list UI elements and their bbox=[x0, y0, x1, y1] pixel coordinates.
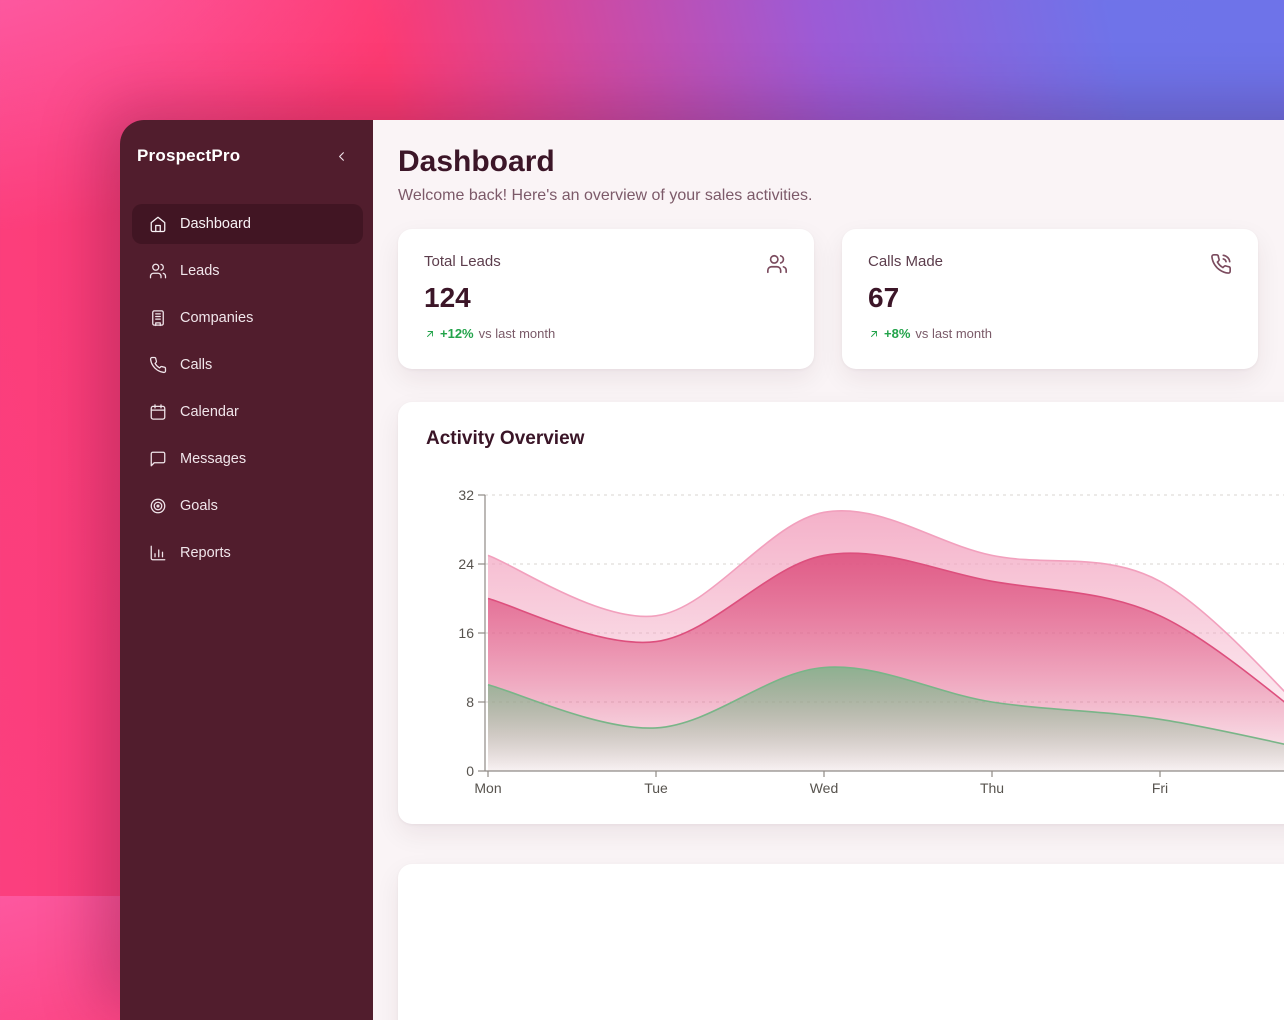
calendar-icon bbox=[149, 403, 167, 421]
sidebar-item-label: Goals bbox=[180, 498, 218, 514]
sidebar: ProspectPro Dashboard Leads Companies Calls… bbox=[120, 120, 373, 1020]
partial-card-below bbox=[398, 864, 1284, 1020]
phone-call-icon bbox=[1210, 253, 1232, 275]
sidebar-item-label: Dashboard bbox=[180, 216, 251, 232]
svg-text:Tue: Tue bbox=[644, 780, 668, 796]
target-icon bbox=[149, 497, 167, 515]
activity-overview-card: Activity Overview 0 8 16 24 32 Mon Tue Wed Thu Fr… bbox=[398, 402, 1284, 824]
sidebar-item-label: Companies bbox=[180, 310, 254, 326]
trend-caption: vs last month bbox=[915, 326, 992, 341]
sidebar-item-reports[interactable]: Reports bbox=[132, 533, 363, 573]
stat-card-calls-made: Calls Made 67 +8% vs last month bbox=[842, 229, 1258, 369]
home-icon bbox=[149, 215, 167, 233]
svg-text:0: 0 bbox=[466, 763, 474, 779]
trend-up-icon bbox=[868, 328, 880, 340]
sidebar-item-label: Calendar bbox=[180, 404, 239, 420]
main-content: Dashboard Welcome back! Here's an overvi… bbox=[373, 120, 1284, 1020]
phone-icon bbox=[149, 356, 167, 374]
sidebar-item-label: Reports bbox=[180, 545, 231, 561]
activity-chart: 08162432MonTueWedThuFriSat bbox=[426, 470, 1284, 800]
sidebar-item-label: Messages bbox=[180, 451, 247, 467]
sidebar-item-companies[interactable]: Companies bbox=[132, 298, 363, 338]
svg-text:16: 16 bbox=[458, 625, 474, 641]
svg-text:Mon: Mon bbox=[474, 780, 501, 796]
app-window: ProspectPro Dashboard Leads Companies Calls… bbox=[120, 120, 1284, 1020]
stat-label: Total Leads bbox=[424, 253, 501, 270]
app-brand: ProspectPro bbox=[137, 146, 241, 165]
sidebar-collapse-button[interactable] bbox=[332, 147, 351, 166]
chevron-left-icon bbox=[334, 149, 349, 164]
sidebar-item-leads[interactable]: Leads bbox=[132, 251, 363, 291]
sidebar-header: ProspectPro bbox=[120, 120, 373, 176]
stat-card-total-leads: Total Leads 124 +12% vs last month bbox=[398, 229, 814, 369]
svg-text:24: 24 bbox=[458, 556, 474, 572]
users-icon bbox=[766, 253, 788, 275]
sidebar-item-calendar[interactable]: Calendar bbox=[132, 392, 363, 432]
stat-label: Calls Made bbox=[868, 253, 944, 270]
trend-percent: +8% bbox=[884, 326, 911, 341]
page-subtitle: Welcome back! Here's an overview of your… bbox=[398, 187, 813, 204]
activity-overview-title: Activity Overview bbox=[426, 428, 585, 449]
sidebar-item-label: Calls bbox=[180, 357, 213, 373]
sidebar-nav: Dashboard Leads Companies Calls Calendar Mess… bbox=[120, 176, 373, 573]
svg-text:Fri: Fri bbox=[1152, 780, 1168, 796]
sidebar-item-calls[interactable]: Calls bbox=[132, 345, 363, 385]
sidebar-item-label: Leads bbox=[180, 263, 220, 279]
sidebar-item-goals[interactable]: Goals bbox=[132, 486, 363, 526]
svg-text:32: 32 bbox=[458, 487, 474, 503]
bar-chart-icon bbox=[149, 544, 167, 562]
stat-value: 124 bbox=[424, 282, 471, 313]
trend-caption: vs last month bbox=[478, 326, 556, 341]
stat-value: 67 bbox=[868, 282, 900, 313]
sidebar-item-messages[interactable]: Messages bbox=[132, 439, 363, 479]
svg-text:Thu: Thu bbox=[980, 780, 1004, 796]
users-icon bbox=[149, 262, 167, 280]
page-title: Dashboard bbox=[398, 145, 555, 178]
trend-percent: +12% bbox=[440, 326, 474, 341]
sidebar-item-dashboard[interactable]: Dashboard bbox=[132, 204, 363, 244]
stats-row: Total Leads 124 +12% vs last month Calls… bbox=[398, 229, 1284, 369]
trend-up-icon bbox=[424, 328, 436, 340]
building-icon bbox=[149, 309, 167, 327]
svg-text:8: 8 bbox=[466, 694, 474, 710]
message-square-icon bbox=[149, 450, 167, 468]
svg-text:Wed: Wed bbox=[810, 780, 839, 796]
